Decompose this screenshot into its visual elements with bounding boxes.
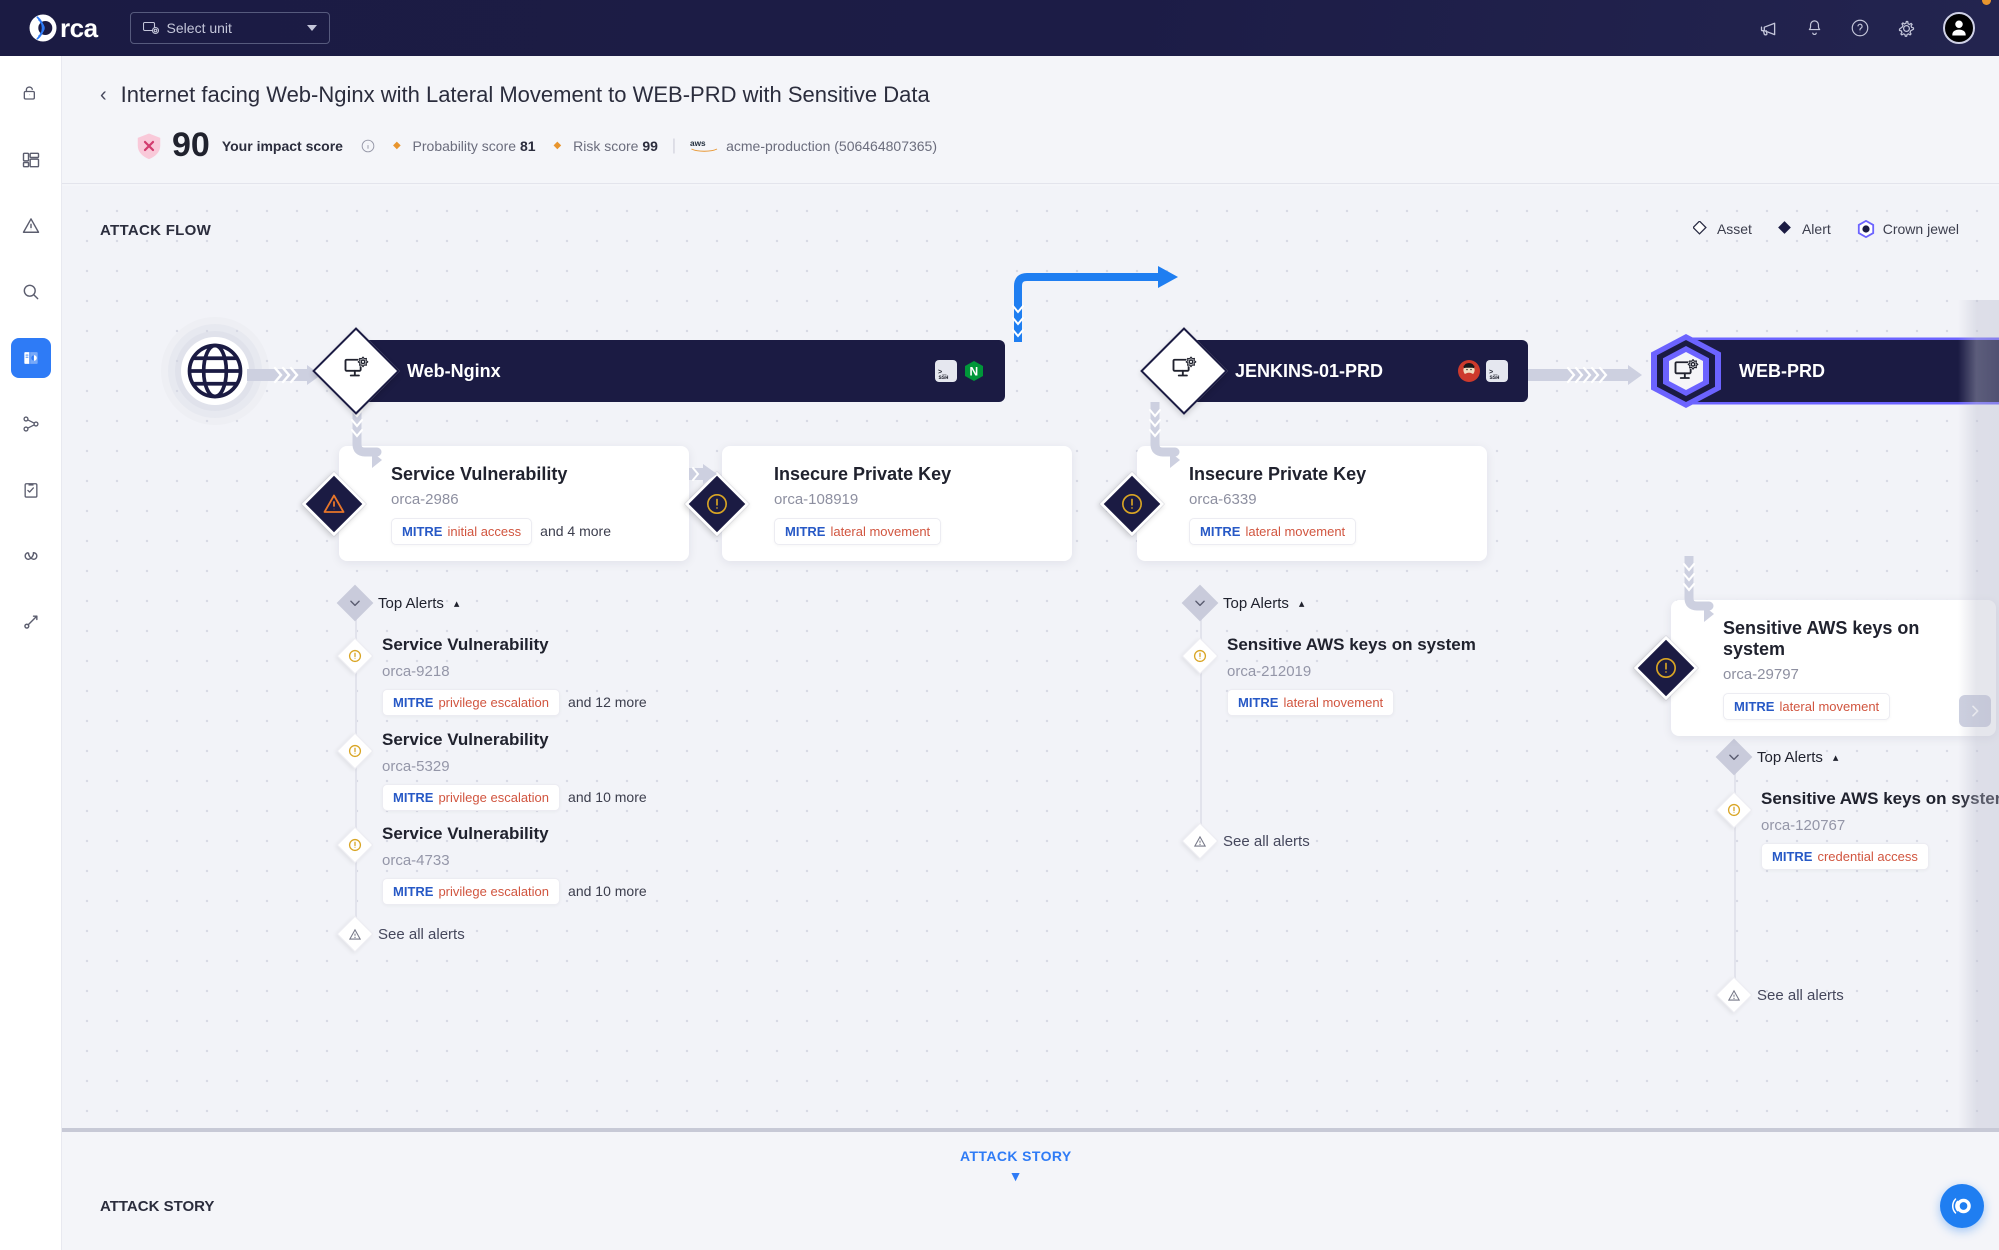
svg-text:SSH: SSH bbox=[939, 374, 949, 381]
svg-text:N: N bbox=[970, 365, 979, 379]
svg-text:SSH: SSH bbox=[1490, 374, 1500, 381]
svg-text:aws: aws bbox=[690, 139, 706, 148]
